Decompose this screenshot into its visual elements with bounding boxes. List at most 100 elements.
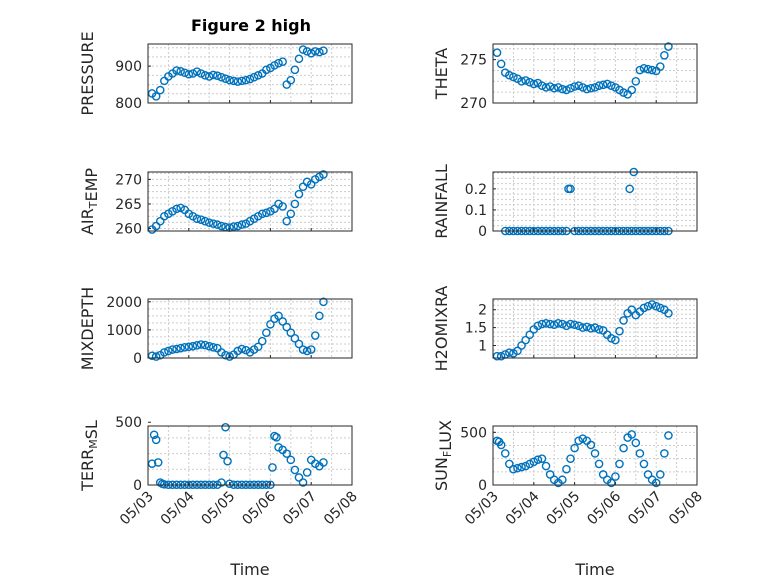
y-tick-label: 2000 [106, 295, 142, 311]
data-point [529, 79, 539, 89]
data-point [558, 319, 567, 329]
data-point [208, 70, 218, 80]
data-point [319, 458, 328, 467]
data-point [574, 81, 583, 90]
data-point [233, 77, 243, 86]
data-point [233, 346, 243, 356]
data-point [496, 351, 506, 361]
subplot-2: 270 275 THETA [432, 42, 698, 112]
data-point [541, 461, 551, 471]
y-tick-label: 0 [478, 478, 487, 494]
x-tick-label: 05/05 [199, 489, 239, 529]
data-point [631, 438, 641, 448]
data-point [586, 324, 596, 333]
data-point [639, 303, 649, 313]
data-point [200, 340, 210, 350]
data-point [647, 65, 657, 75]
data-point [505, 70, 514, 80]
data-point [509, 464, 518, 474]
axes-frame [147, 425, 353, 486]
data-point [290, 334, 300, 343]
y-axis-label: THETA [432, 48, 451, 100]
y-tick-label: 1 [478, 338, 487, 354]
data-point [594, 81, 604, 90]
data-point [607, 81, 616, 90]
data-point [155, 85, 165, 95]
data-point [294, 189, 304, 199]
data-point [566, 319, 575, 329]
data-point [253, 71, 263, 80]
data-point [513, 346, 522, 356]
axes-frame [492, 425, 698, 486]
data-point [639, 459, 649, 469]
data-point [282, 322, 292, 332]
x-tick-label: 05/08 [321, 489, 361, 529]
y-tick-label: 2 [478, 303, 487, 319]
data-point [213, 220, 222, 229]
data-point [570, 82, 579, 91]
data-point [176, 66, 185, 76]
x-tick-label: 05/07 [280, 489, 320, 529]
x-tick-label: 05/08 [666, 489, 706, 529]
data-point [204, 218, 214, 227]
data-point [582, 84, 592, 94]
y-tick-label: 1000 [106, 323, 142, 339]
data-point [566, 454, 575, 463]
series-markers [147, 45, 328, 101]
series-markers [147, 170, 328, 234]
data-point [590, 323, 600, 332]
data-point [219, 450, 228, 460]
data-point [196, 340, 206, 349]
data-point [282, 216, 292, 226]
data-point [549, 83, 559, 93]
data-point [208, 343, 218, 352]
y-tick-label: 270 [115, 172, 142, 188]
x-axis-label: Time [229, 560, 269, 579]
data-point [192, 341, 202, 350]
data-point [590, 449, 600, 458]
data-point [521, 335, 530, 345]
data-point [533, 455, 543, 465]
data-point [164, 346, 173, 356]
data-point [266, 319, 275, 329]
data-point [562, 464, 571, 474]
data-point [651, 478, 661, 488]
data-point [262, 208, 271, 218]
y-tick-label: 900 [115, 59, 142, 75]
axes-frame [147, 298, 353, 359]
data-point [298, 345, 308, 354]
data-point [643, 64, 653, 74]
data-point [294, 339, 304, 349]
data-point [582, 322, 592, 332]
data-point [525, 330, 535, 340]
data-point [517, 77, 526, 86]
x-tick-label: 05/06 [239, 488, 279, 528]
data-point [319, 297, 328, 307]
y-axis-label: TERRMSL [78, 420, 101, 492]
data-point [160, 348, 169, 357]
data-point [619, 443, 628, 453]
data-point [290, 465, 300, 475]
subplot-5: 0 1000 2000 MIXDEPTH [78, 287, 353, 370]
data-point [558, 475, 567, 485]
data-point [180, 68, 190, 78]
data-point [294, 473, 304, 482]
data-point [574, 436, 583, 446]
data-point [541, 319, 551, 328]
data-point [278, 57, 287, 67]
data-point [249, 72, 259, 82]
data-point [513, 463, 522, 473]
data-point [151, 352, 161, 361]
data-point [619, 88, 628, 97]
data-point [315, 311, 324, 321]
data-point [631, 77, 641, 86]
data-point [180, 343, 190, 352]
series-markers [147, 297, 328, 361]
data-point [517, 341, 526, 350]
data-point [241, 75, 251, 85]
data-point [627, 85, 637, 95]
data-point [272, 432, 281, 442]
data-point [541, 83, 551, 92]
data-point [602, 79, 612, 89]
y-axis-label: H2OMIXRA [432, 286, 451, 372]
